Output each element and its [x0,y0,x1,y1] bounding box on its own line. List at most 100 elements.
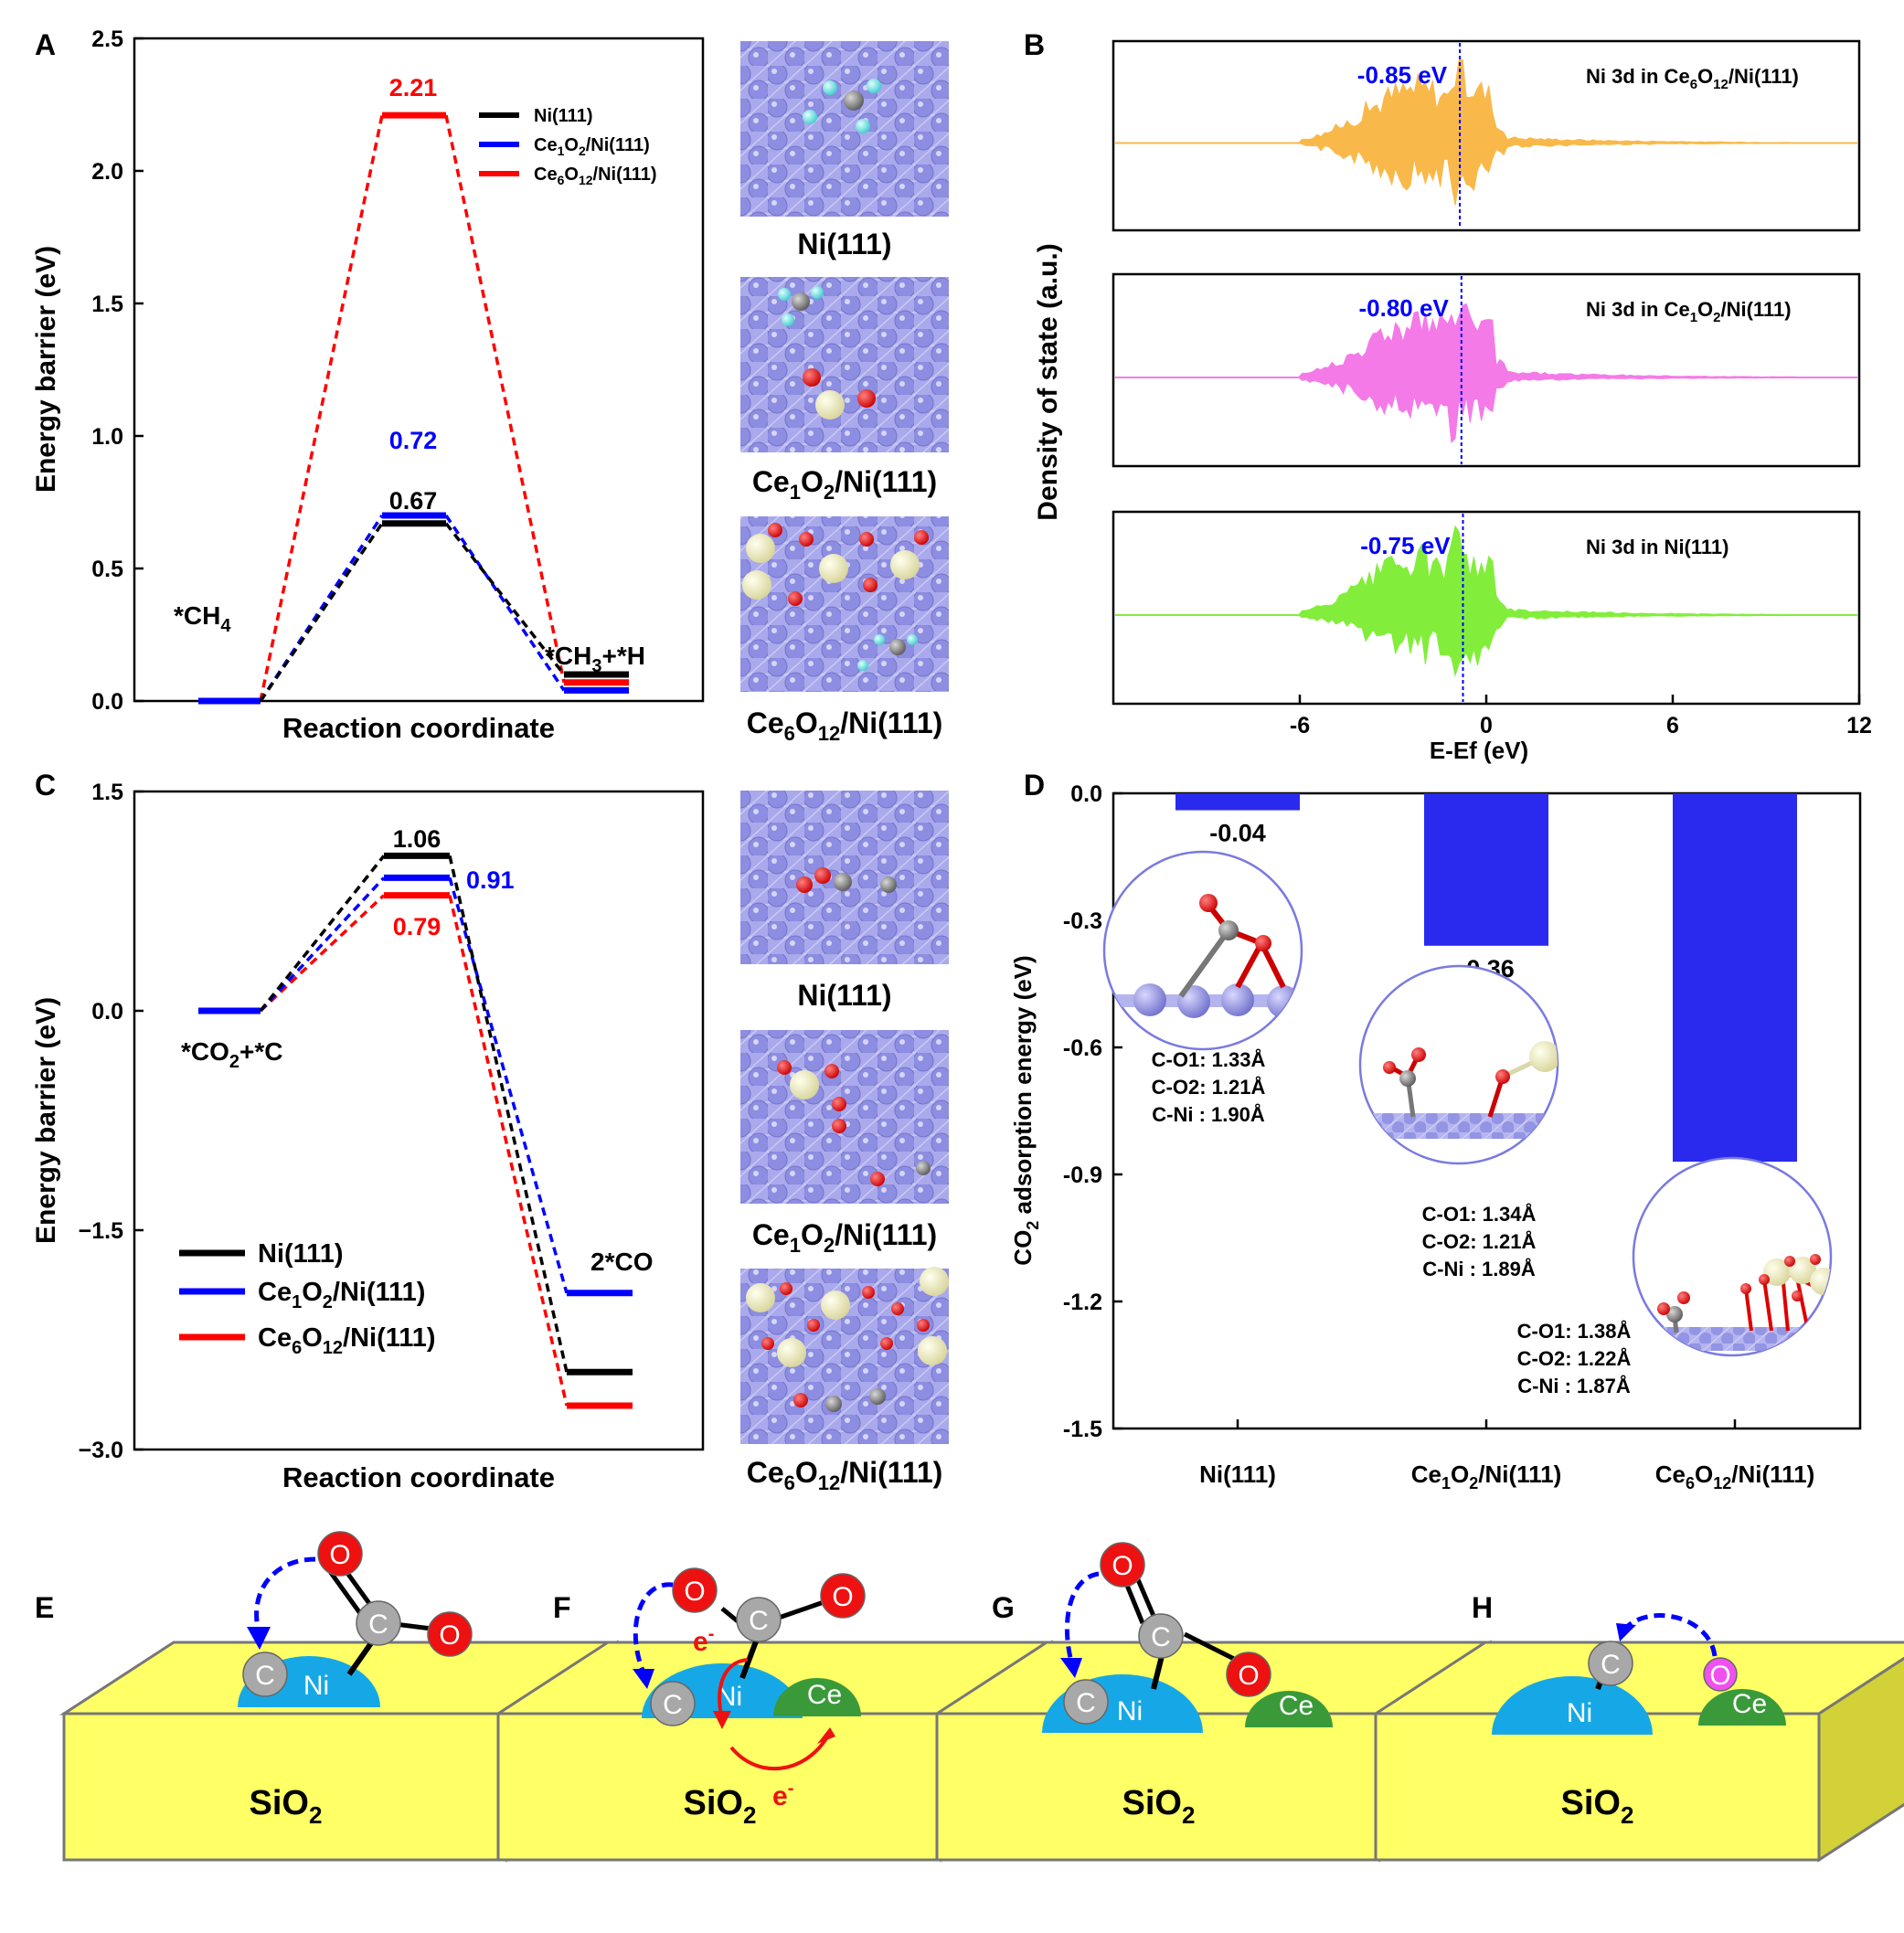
ni-particle-label: Ni [1117,1696,1143,1726]
panel-a-series-ce6o12 [259,112,629,702]
panel-a-legend-label-ni111: Ni(111) [534,106,592,126]
oxygen-atom [1411,1047,1426,1062]
panel-b-x-tick-label: 12 [1846,713,1872,738]
oxygen-atom [1677,1291,1690,1304]
oxygen-atom [1100,1542,1145,1588]
oxygen-atom [1792,1290,1803,1301]
hydrogen-atom [823,80,837,95]
oxygen-atom [1657,1302,1670,1315]
structure-label-ce1o2-c: Ce1O2/Ni(111) [752,1218,937,1257]
panel-letter-c: C [35,769,56,802]
cerium-atom [1763,1259,1791,1286]
panel-c-frame [133,790,705,1451]
oxygen-atom [780,1282,792,1295]
panel-b-d-band-center-label: -0.75 eV [1360,532,1451,559]
panel-a-lines: 2.21 0.72 0.67 [198,74,629,705]
hydrogen-atom [856,119,870,133]
panel-d-x-labels: Ni(111) Ce1O2/Ni(111) Ce6O12/Ni(111) [1199,1419,1814,1492]
panel-h-schematic: SiO2 Ni Ce C O [1370,1613,1904,1863]
panel-a-connector-ce1o2 [259,515,384,702]
hydrogen-atom [857,660,868,671]
panel-b-series-label: Ni 3d in Ni(111) [1586,536,1729,558]
oxygen-atom [917,1319,930,1332]
ni-particle-label: Ni [1567,1698,1592,1728]
bond [1134,1577,1156,1617]
hydrogen-atom [811,286,824,299]
cerium-atom [890,550,920,579]
structure-label-ce6o12: Ce6O12/Ni(111) [747,706,943,745]
oxygen-atom [761,1337,774,1350]
migration-arrow-head [247,1627,271,1650]
panel-letter-e: E [35,1591,54,1624]
cerium-atom [815,390,845,420]
panel-c-connector-ce1o2 [259,876,386,1013]
panel-d-bond-length: C-O1: 1.33Å [1152,1047,1266,1071]
panel-b-dos-area [1119,525,1851,677]
oxygen-atom [914,530,929,545]
ce-particle [1245,1691,1333,1727]
oxygen-atom [796,876,813,893]
migration-arrow-head [633,1669,654,1689]
sio2-slab-front [496,1712,943,1862]
panel-c-y-ticks: −3.0 −1.5 0.0 1.5 [79,780,144,1463]
carbon-atom-label: C [663,1690,683,1720]
carbon-atom [1399,1070,1416,1087]
panel-d-bar-ce1o2 [1424,793,1548,946]
oxygen-atom [1255,935,1271,951]
oxygen-atom [777,1060,792,1075]
panel-c-legend-label-ce1o2: Ce1O2/Ni(111) [258,1278,425,1312]
hydrogen-atom [803,110,817,124]
oxygen-atom-label: O [832,1582,853,1612]
carbon-atom-label: C [1076,1688,1096,1718]
hydrogen-atom [867,79,881,93]
electron-label: e- [772,1779,793,1811]
cerium-atom [746,534,775,563]
structure-label-ce6o12-c: Ce6O12/Ni(111) [747,1456,943,1494]
structure-ni111-co2 [740,791,949,964]
bond [1123,1582,1145,1624]
panel-c-y-tick-label: 0.0 [91,999,123,1025]
ni-atom [1221,983,1254,1016]
sio2-label: SiO2 [250,1784,323,1829]
carbon-atom-label: C [368,1609,388,1640]
panel-d-bond-length: C-O2: 1.22Å [1517,1346,1632,1370]
carbon-atom-label: C [1601,1650,1621,1680]
panel-letter-a: A [35,28,56,61]
carbon-atom [844,90,864,111]
oxygen-atom-label: O [329,1540,350,1570]
panel-d-bond-length: C-O1: 1.38Å [1517,1319,1632,1343]
panel-c-chart: −3.0 −1.5 0.0 1.5 1.06 0.91 0.79 Ni(111) Ce1O2… [31,780,705,1493]
panel-a-series-ce1o2 [198,512,629,705]
slab-row [1633,1327,1831,1351]
panel-letter-f: F [553,1591,571,1624]
panel-b-dos-plots: -0.85 eV Ni 3d in Ce6O12/Ni(111) -0.80 eV N… [1112,39,1861,706]
panel-c-series-ce1o2 [198,874,633,1297]
electron-arrow [718,1658,749,1719]
hydrogen-atom [874,634,885,645]
cerium-atom [1789,1257,1816,1284]
panel-d-bond-length: C-O2: 1.21Å [1152,1075,1266,1099]
panel-d-bond-lengths: C-O1: 1.33Å C-O2: 1.21Å C-Ni : 1.90Å C-O1: … [1152,1047,1632,1397]
panel-c-lines: 1.06 0.91 0.79 [198,825,633,1409]
panel-c-label-ni111: 1.06 [393,825,441,853]
ni-particle [1492,1676,1653,1735]
carbon-atom [1063,1679,1109,1725]
panel-d-bond-length: C-Ni : 1.89Å [1422,1257,1536,1280]
oxygen-atom [820,1573,866,1619]
panel-letters: A B C D E F G H [35,28,1493,1624]
oxygen-atom [1759,1274,1770,1285]
ni-slab-image [740,516,949,692]
panel-c-y-tick-label: −3.0 [79,1438,123,1463]
panel-d-y-tick-label: -0.6 [1063,1036,1102,1061]
cerium-atom [918,1336,947,1365]
panel-c-y-tick-label: 1.5 [91,780,123,805]
panel-b-x-tick-label: 6 [1666,713,1679,738]
panel-d-bond-length: C-Ni : 1.87Å [1517,1374,1631,1397]
panel-a-connector-ce1o2 [444,515,566,692]
bond [326,1568,365,1618]
panel-d-bond-length: C-Ni : 1.90Å [1152,1102,1265,1126]
panel-a-state-ch3h: *CH3+*H [545,642,645,676]
panel-b-frame [1112,39,1861,232]
